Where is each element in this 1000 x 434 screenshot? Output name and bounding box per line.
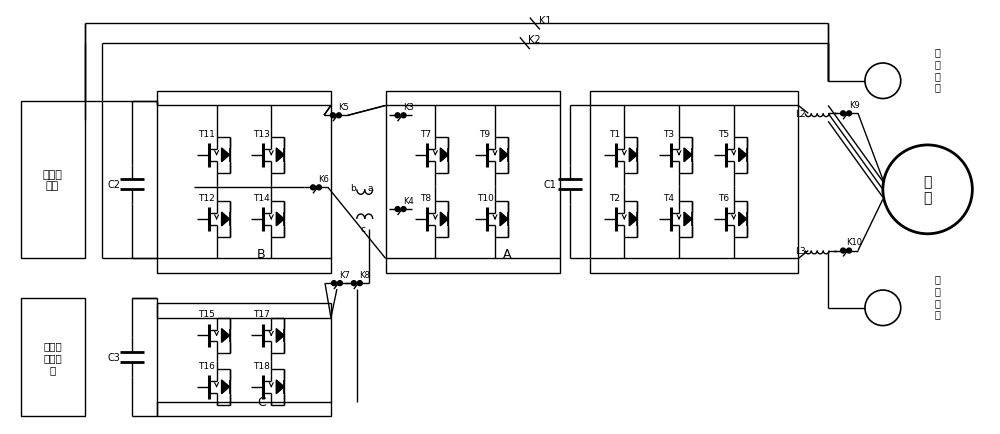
Text: K7: K7 — [339, 270, 350, 279]
Circle shape — [841, 112, 846, 117]
Text: T15: T15 — [198, 309, 215, 319]
Text: K9: K9 — [849, 101, 859, 110]
Polygon shape — [500, 148, 508, 162]
Circle shape — [395, 114, 400, 118]
Text: c: c — [360, 225, 365, 234]
Text: T7: T7 — [420, 129, 431, 138]
Circle shape — [317, 185, 321, 191]
Bar — [21, 298, 85, 417]
Polygon shape — [739, 213, 747, 227]
Text: K3: K3 — [403, 103, 414, 112]
Text: C: C — [257, 395, 266, 408]
Text: T9: T9 — [480, 129, 491, 138]
Circle shape — [395, 207, 400, 212]
Bar — [590, 92, 798, 273]
Circle shape — [331, 281, 336, 286]
Text: C3: C3 — [108, 352, 121, 362]
Polygon shape — [440, 148, 448, 162]
Text: L2: L2 — [795, 109, 806, 118]
Text: B: B — [257, 247, 266, 260]
Text: 电
机: 电 机 — [923, 175, 932, 205]
Text: T6: T6 — [718, 193, 729, 202]
Polygon shape — [276, 329, 284, 342]
Circle shape — [841, 249, 846, 253]
Text: T10: T10 — [477, 193, 494, 202]
Text: K2: K2 — [528, 35, 541, 45]
Text: 充
电
接
口: 充 电 接 口 — [935, 47, 940, 92]
Text: 动力电
池组: 动力电 池组 — [43, 169, 62, 191]
Circle shape — [336, 114, 341, 118]
Circle shape — [337, 281, 342, 286]
Circle shape — [847, 249, 852, 253]
Text: K1: K1 — [539, 16, 551, 26]
Text: a: a — [368, 184, 373, 192]
Text: K8: K8 — [359, 270, 370, 279]
Circle shape — [401, 207, 406, 212]
Text: K6: K6 — [319, 174, 329, 184]
Text: T13: T13 — [253, 129, 270, 138]
Polygon shape — [276, 148, 284, 162]
Text: C1: C1 — [543, 180, 556, 190]
Text: T17: T17 — [253, 309, 270, 319]
Circle shape — [847, 112, 852, 117]
Text: T8: T8 — [420, 193, 431, 202]
Text: T18: T18 — [253, 361, 270, 370]
Bar — [386, 92, 560, 273]
Polygon shape — [222, 380, 230, 394]
Text: 输
出
接
口: 输 出 接 口 — [935, 274, 940, 319]
Polygon shape — [629, 148, 637, 162]
Text: T4: T4 — [664, 193, 675, 202]
Polygon shape — [222, 148, 230, 162]
Circle shape — [357, 281, 362, 286]
Polygon shape — [629, 213, 637, 227]
Text: K4: K4 — [403, 196, 414, 205]
Polygon shape — [276, 380, 284, 394]
Text: T3: T3 — [663, 129, 675, 138]
Text: T2: T2 — [609, 193, 620, 202]
Polygon shape — [276, 213, 284, 227]
Circle shape — [401, 114, 406, 118]
Polygon shape — [500, 213, 508, 227]
Text: C2: C2 — [108, 180, 121, 190]
Text: T16: T16 — [198, 361, 215, 370]
Text: T14: T14 — [253, 193, 270, 202]
Text: b: b — [350, 184, 356, 192]
Text: 车载低
压蓄电
池: 车载低 压蓄电 池 — [43, 341, 62, 374]
Text: T11: T11 — [198, 129, 215, 138]
Bar — [157, 303, 331, 417]
Polygon shape — [739, 148, 747, 162]
Text: T1: T1 — [609, 129, 620, 138]
Bar — [21, 101, 85, 259]
Circle shape — [330, 114, 335, 118]
Polygon shape — [222, 329, 230, 342]
Polygon shape — [222, 213, 230, 227]
Text: T12: T12 — [198, 193, 215, 202]
Polygon shape — [684, 213, 692, 227]
Text: T5: T5 — [718, 129, 729, 138]
Text: A: A — [503, 247, 512, 260]
Bar — [157, 92, 331, 273]
Text: L3: L3 — [795, 247, 806, 256]
Circle shape — [351, 281, 356, 286]
Polygon shape — [440, 213, 448, 227]
Text: K5: K5 — [338, 103, 349, 112]
Polygon shape — [684, 148, 692, 162]
Text: K10: K10 — [846, 238, 862, 247]
Circle shape — [311, 185, 316, 191]
